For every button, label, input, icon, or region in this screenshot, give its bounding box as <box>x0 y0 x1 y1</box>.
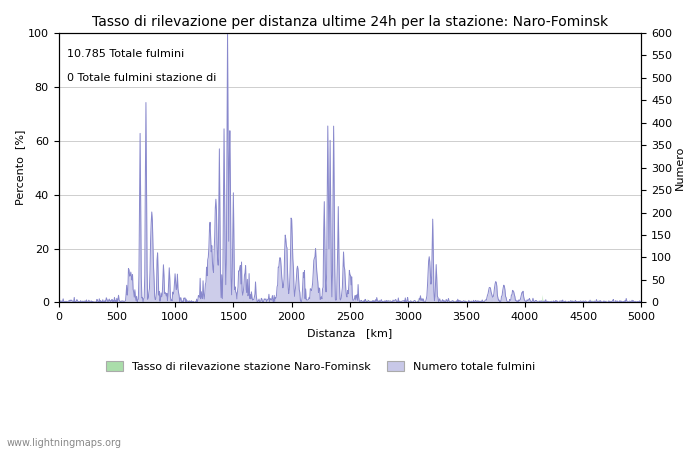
Text: www.lightningmaps.org: www.lightningmaps.org <box>7 438 122 448</box>
Title: Tasso di rilevazione per distanza ultime 24h per la stazione: Naro-Fominsk: Tasso di rilevazione per distanza ultime… <box>92 15 608 29</box>
Y-axis label: Numero: Numero <box>675 145 685 190</box>
Text: 10.785 Totale fulmini: 10.785 Totale fulmini <box>67 49 185 59</box>
Legend: Tasso di rilevazione stazione Naro-Fominsk, Numero totale fulmini: Tasso di rilevazione stazione Naro-Fomin… <box>102 356 540 376</box>
Text: 0 Totale fulmini stazione di: 0 Totale fulmini stazione di <box>67 73 216 83</box>
X-axis label: Distanza   [km]: Distanza [km] <box>307 328 393 338</box>
Y-axis label: Percento  [%]: Percento [%] <box>15 130 25 205</box>
